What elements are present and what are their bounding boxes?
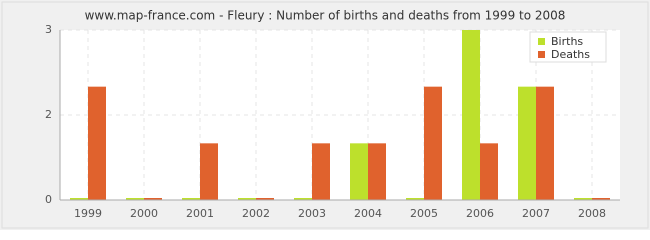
bar (350, 143, 368, 200)
bar (480, 143, 498, 200)
x-tick-label: 1999 (74, 207, 102, 220)
x-tick-label: 2006 (466, 207, 494, 220)
bar (462, 30, 480, 200)
x-tick-label: 2001 (186, 207, 214, 220)
bar (574, 198, 592, 200)
frame (1, 1, 649, 229)
chart: www.map-france.com - Fleury : Number of … (0, 0, 650, 230)
x-tick-label: 2003 (298, 207, 326, 220)
y-tick-label: 2 (45, 108, 52, 121)
bar (368, 143, 386, 200)
bar (126, 198, 144, 200)
bar (294, 198, 312, 200)
legend-label: Births (551, 35, 583, 48)
x-tick-label: 2002 (242, 207, 270, 220)
bar (256, 198, 274, 200)
legend-label: Deaths (551, 48, 590, 61)
bar (182, 198, 200, 200)
legend-swatch (538, 51, 545, 58)
bar (592, 198, 610, 200)
legend-swatch (538, 38, 545, 45)
x-tick-label: 2005 (410, 207, 438, 220)
bar (406, 198, 424, 200)
x-tick-label: 2004 (354, 207, 382, 220)
bar (88, 86, 106, 200)
chart-title: www.map-france.com - Fleury : Number of … (85, 9, 566, 23)
x-tick-label: 2000 (130, 207, 158, 220)
x-tick-label: 2007 (522, 207, 550, 220)
bar (312, 143, 330, 200)
y-tick-label: 3 (45, 23, 52, 36)
bar (238, 198, 256, 200)
bar (144, 198, 162, 200)
bar (536, 86, 554, 200)
bar (200, 143, 218, 200)
bar (424, 86, 442, 200)
x-tick-label: 2008 (578, 207, 606, 220)
bar (70, 198, 88, 200)
bar (518, 86, 536, 200)
y-tick-label: 0 (45, 193, 52, 206)
